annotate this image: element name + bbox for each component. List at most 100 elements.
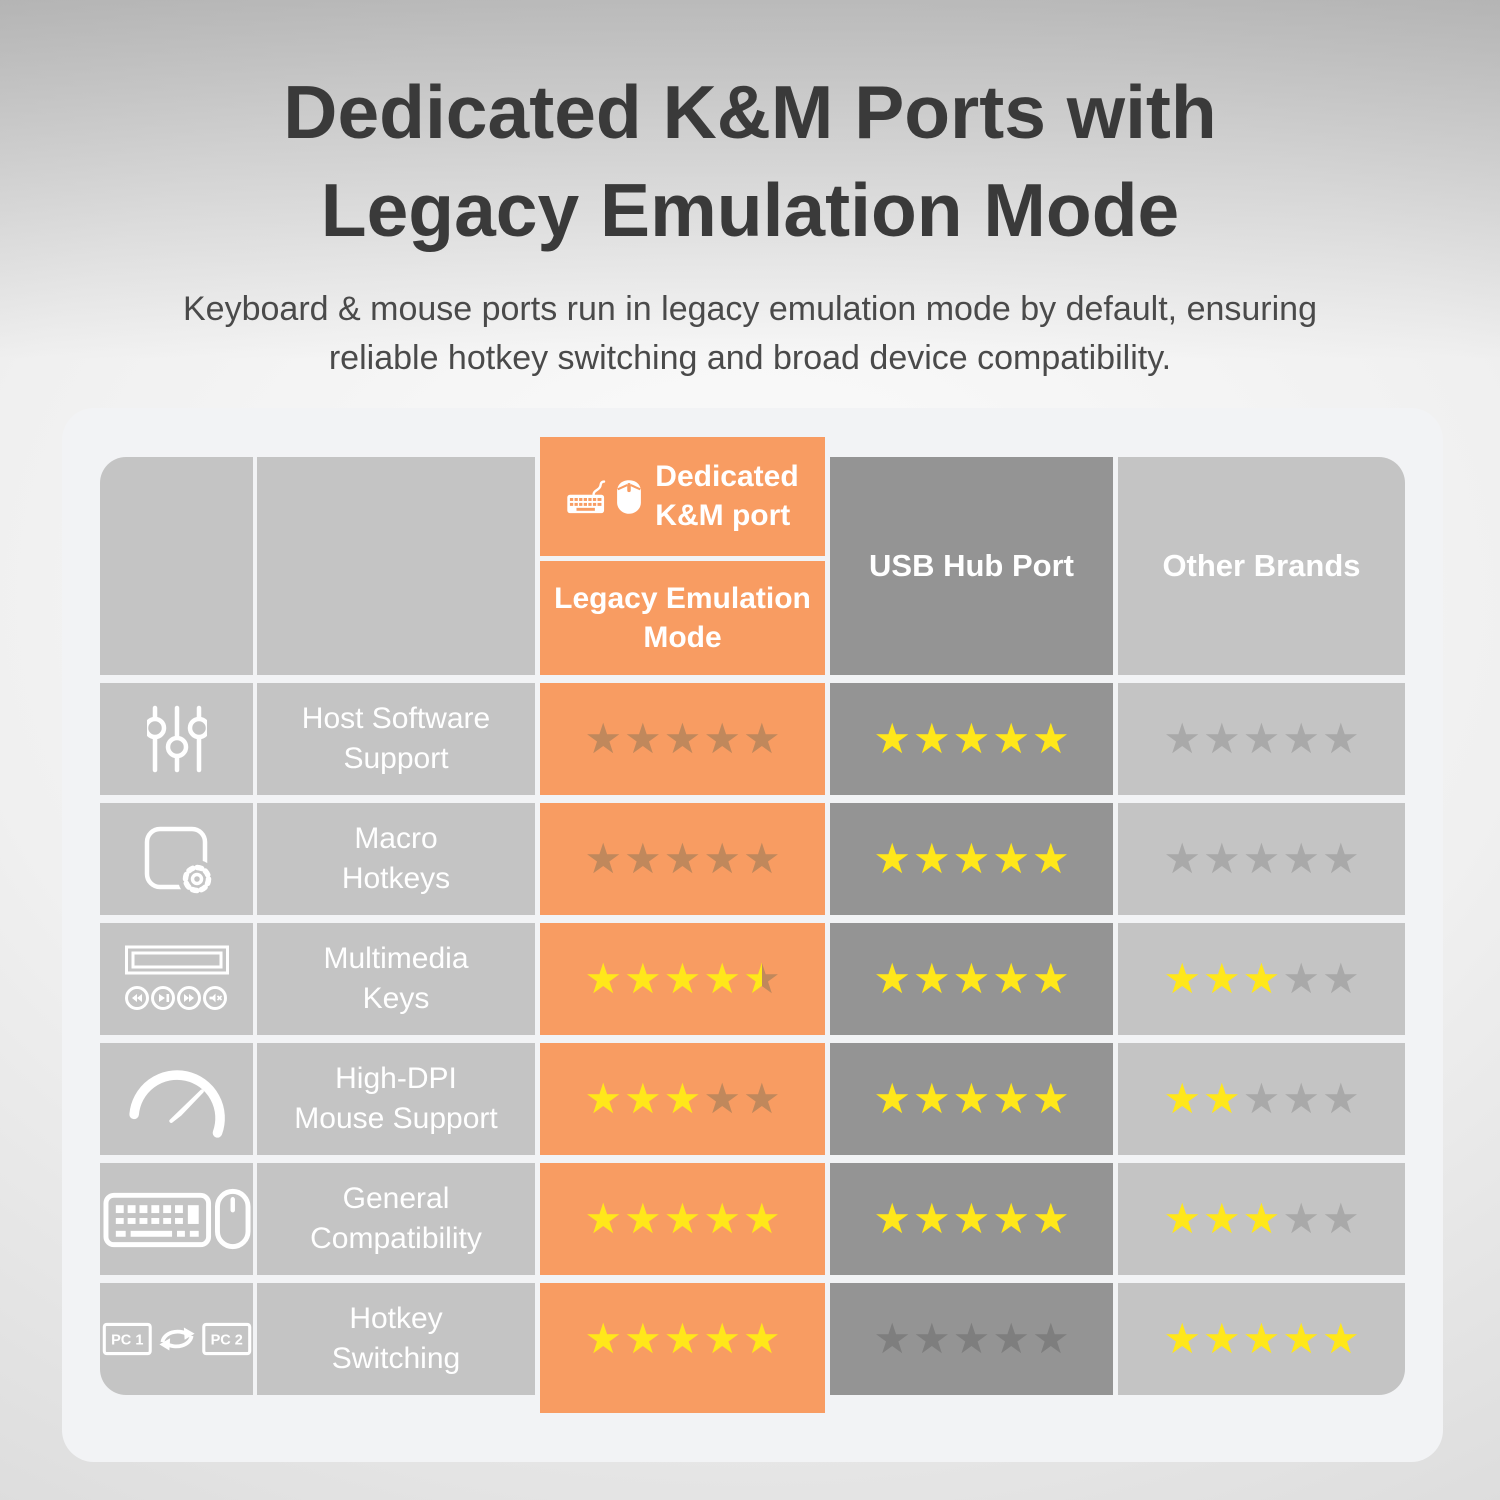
- km-subtitle-line: Mode: [643, 621, 722, 654]
- star-icon: ★: [952, 1314, 991, 1363]
- star-icon: ★: [873, 1314, 912, 1363]
- star-icon: ★: [742, 834, 781, 883]
- general-compatibility-icon-cell: [100, 1163, 253, 1275]
- star-icon: ★: [663, 1194, 702, 1243]
- usb-column-label: USB Hub Port: [869, 548, 1074, 583]
- star-icon: ★: [1203, 1074, 1241, 1123]
- star-icon: ★: [703, 1194, 741, 1243]
- labels-header-spacer: [257, 457, 535, 675]
- star-icon: ★: [663, 714, 702, 763]
- feature-label: Hotkeys: [341, 862, 451, 895]
- star-icon: ★: [913, 714, 951, 763]
- star-icon: ★: [952, 954, 991, 1003]
- star-icon: ★: [1163, 954, 1202, 1003]
- rating-usb-hotkey-switching: ★ ★ ★ ★ ★: [830, 1283, 1113, 1395]
- star-icon: ★: [624, 1194, 662, 1243]
- rating-km-multimedia-keys: ★★★★★★: [540, 923, 825, 1035]
- feature-label: Switching: [331, 1342, 461, 1375]
- star-icon: ★: [742, 714, 781, 763]
- subtitle-line-2: reliable hotkey switching and broad devi…: [328, 338, 1172, 377]
- star-icon: ★: [624, 1314, 662, 1363]
- star-icon: ★: [1321, 1194, 1360, 1243]
- star-icon: ★: [703, 954, 741, 1003]
- star-icon: ★: [1031, 1194, 1070, 1243]
- star-icon: ★: [624, 834, 662, 883]
- km-column-subheader: Legacy Emulation Mode: [540, 561, 825, 675]
- sliders-icon: [146, 705, 207, 773]
- rating-other-hotkey-switching: ★ ★ ★ ★ ★: [1118, 1283, 1405, 1395]
- mouse-icon: [617, 479, 642, 514]
- star-icon: ★: [584, 1074, 623, 1123]
- star-icon: ★: [1242, 714, 1281, 763]
- km-column-subtitle: Legacy Emulation Mode: [554, 579, 811, 657]
- star-icon: ★: [1282, 1194, 1320, 1243]
- star-icon: ★: [1031, 714, 1070, 763]
- star-icon: ★: [1203, 1194, 1241, 1243]
- star-icon: ★: [1031, 954, 1070, 1003]
- star-icon: ★: [1203, 834, 1241, 883]
- star-icon: ★: [742, 1194, 781, 1243]
- rating-usb-host-software: ★ ★ ★ ★ ★: [830, 683, 1113, 795]
- star-icon: ★: [1203, 714, 1241, 763]
- star-icon: ★: [952, 834, 991, 883]
- km-subtitle-line: Legacy Emulation: [554, 582, 811, 615]
- other-column-header: Other Brands: [1118, 457, 1405, 675]
- star-icon: ★: [1031, 1314, 1070, 1363]
- star-icon: ★: [873, 834, 912, 883]
- star-half-fill: ★: [743, 958, 762, 1000]
- rating-km-host-software: ★ ★ ★ ★ ★: [540, 683, 825, 795]
- star-icon: ★: [992, 954, 1030, 1003]
- star-icon: ★: [1282, 714, 1320, 763]
- star-icon: ★: [1321, 1074, 1360, 1123]
- star-icon: ★: [1282, 1074, 1320, 1123]
- keyboard-icon: [567, 479, 606, 513]
- star-icon: ★: [952, 714, 991, 763]
- star-icon: ★: [992, 1074, 1030, 1123]
- other-column-label: Other Brands: [1162, 548, 1361, 583]
- pc1-label: PC 1: [111, 1332, 143, 1348]
- speedometer-icon: [128, 1070, 225, 1138]
- star-icon: ★: [584, 1314, 623, 1363]
- rating-usb-high-dpi: ★ ★ ★ ★ ★: [830, 1043, 1113, 1155]
- rating-km-high-dpi: ★ ★ ★ ★ ★: [540, 1043, 825, 1155]
- rating-other-high-dpi: ★ ★ ★ ★ ★: [1118, 1043, 1405, 1155]
- feature-label: Keys: [362, 982, 430, 1015]
- comparison-table-card: PC 1 PC 2 Host Software Support Macro Hotk…: [62, 408, 1443, 1462]
- star-icon: ★: [1321, 954, 1360, 1003]
- feature-label: Macro: [354, 822, 438, 856]
- km-title-line: Dedicated: [655, 460, 799, 494]
- star-icon: ★: [1242, 954, 1281, 1003]
- host-software-icon-cell: [100, 683, 253, 795]
- star-icon: ★: [1031, 1074, 1070, 1123]
- star-icon: ★: [1321, 1314, 1360, 1363]
- hotkey-switching-icon-cell: PC 1 PC 2: [100, 1283, 253, 1395]
- page-title: Dedicated K&M Ports with Legacy Emulatio…: [0, 64, 1500, 259]
- star-icon: ★: [873, 1074, 912, 1123]
- feature-host-software-support: Host Software Support: [257, 683, 535, 795]
- pc2-label: PC 2: [210, 1332, 242, 1348]
- star-icon: ★: [1242, 834, 1281, 883]
- star-icon: ★: [624, 954, 662, 1003]
- title-line-2: Legacy Emulation Mode: [320, 167, 1180, 252]
- multimedia-keys-icon: [124, 945, 229, 1010]
- star-icon: ★: [624, 714, 662, 763]
- star-icon: ★: [1321, 714, 1360, 763]
- star-icon: ★: [624, 1074, 662, 1123]
- page-subtitle: Keyboard & mouse ports run in legacy emu…: [0, 285, 1500, 383]
- star-icon: ★: [913, 1314, 951, 1363]
- star-icon: ★: [873, 954, 912, 1003]
- feature-icons-column: PC 1 PC 2: [100, 457, 253, 1395]
- star-icon: ★: [703, 1314, 741, 1363]
- rating-other-multimedia-keys: ★ ★ ★ ★ ★: [1118, 923, 1405, 1035]
- km-column-header: Dedicated K&M port: [540, 437, 825, 556]
- star-icon: ★: [1031, 834, 1070, 883]
- star-icon: ★: [1242, 1074, 1281, 1123]
- star-icon: ★: [913, 954, 951, 1003]
- star-icon: ★: [1321, 834, 1360, 883]
- macro-app-icon: [144, 826, 216, 898]
- star-icon: ★: [1242, 1194, 1281, 1243]
- feature-general-compatibility: General Compatibility: [257, 1163, 535, 1275]
- km-header-icons: [566, 478, 643, 516]
- star-icon: ★: [663, 834, 702, 883]
